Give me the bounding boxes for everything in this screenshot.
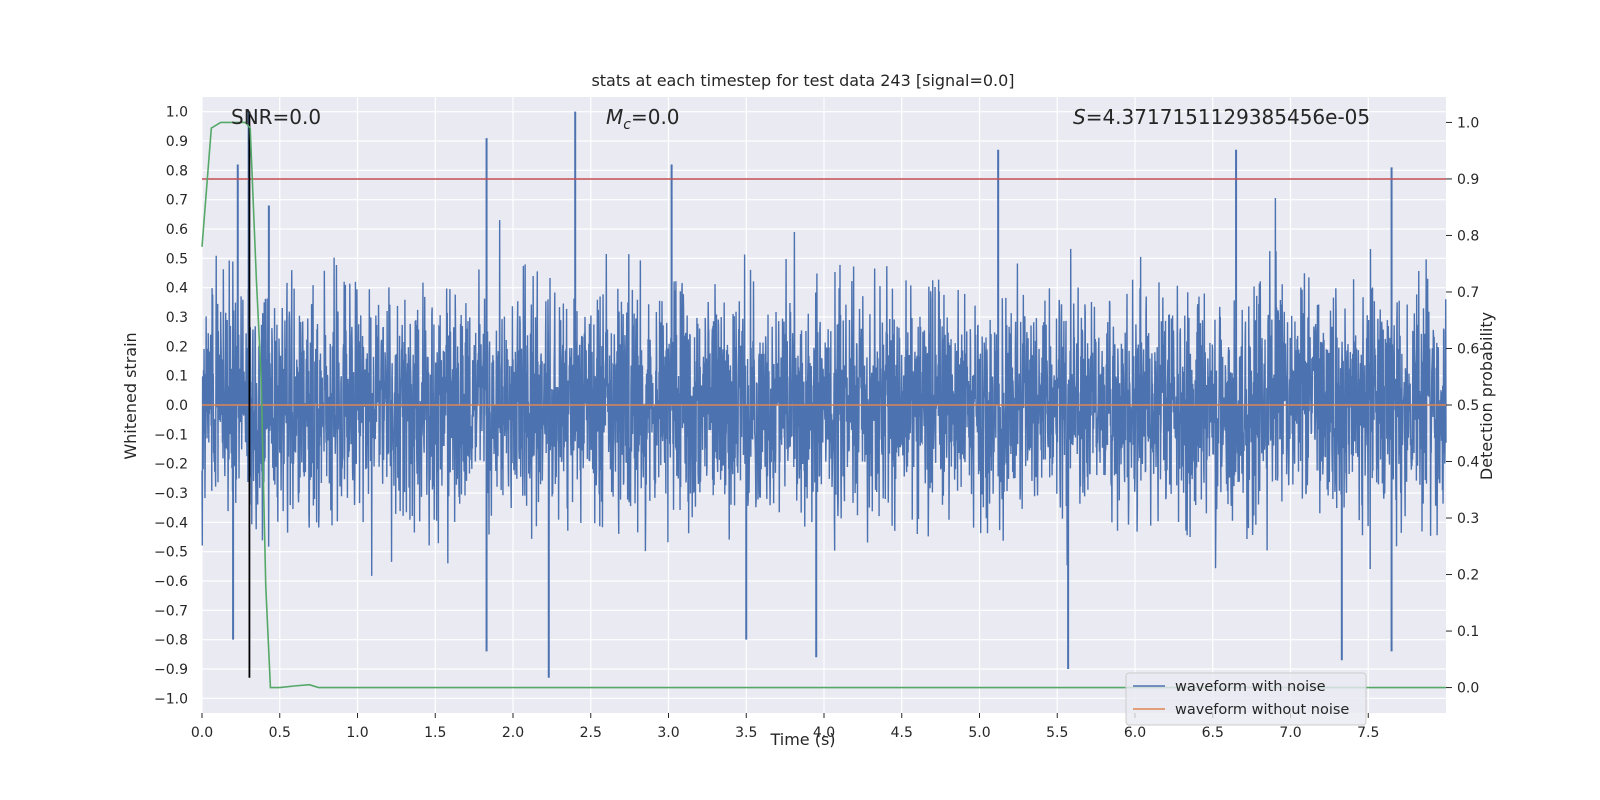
y-tick-left-label-10: 0.0: [166, 398, 188, 414]
y-tick-right-label-2: 0.2: [1457, 568, 1479, 584]
y-ticks-left: −1.0 −0.9 −0.8 −0.7 −0.6 −0.5 −0.4 −0.3 −0.2 −0.1…: [154, 105, 188, 708]
y-axis-label-left: Whitened strain: [121, 332, 140, 459]
x-tick-label-8: 4.0: [813, 725, 835, 741]
y-tick-right-label-10: 1.0: [1457, 115, 1479, 131]
x-tick-label-10: 5.0: [968, 725, 990, 741]
x-tick-label-11: 5.5: [1046, 725, 1068, 741]
mc-subscript: c: [623, 117, 631, 133]
y-tick-left-label-17: 0.7: [166, 193, 188, 209]
y-tick-left-label-15: 0.5: [166, 251, 188, 267]
legend-box: [1125, 672, 1367, 726]
y-axis-label-right: Detection probability: [1477, 312, 1496, 480]
x-tick-label-5: 2.5: [580, 725, 602, 741]
y-tick-left-label-5: −0.5: [154, 545, 188, 561]
probability-series: [201, 121, 1446, 689]
mc-symbol: M: [606, 105, 623, 129]
y-tick-right-label-5: 0.5: [1457, 398, 1479, 414]
x-ticks: 0.0 0.5 1.0 1.5 2.0 2.5 3.0 3.5 4.0 4.5 5.0 5.5 6.0 6…: [191, 713, 1379, 741]
y-tick-right-label-6: 0.6: [1457, 341, 1479, 357]
chart-title: stats at each timestep for test data 243…: [591, 71, 1014, 90]
y-tick-right-label-1: 0.1: [1457, 624, 1479, 640]
y-tick-left-label-9: −0.1: [154, 427, 188, 443]
y-tick-left-label-1: −0.9: [154, 662, 188, 678]
snr-annotation: SNR=0.0: [231, 105, 321, 129]
s-value: =4.3717151129385456e-05: [1086, 105, 1370, 129]
y-tick-right-label-8: 0.8: [1457, 228, 1479, 244]
y-ticks-right: 0.0 0.1 0.2 0.3 0.4 0.5 0.6 0.7 0.8 0.9 1.0: [1446, 115, 1479, 697]
x-tick-label-4: 2.0: [502, 725, 524, 741]
x-tick-label-12: 6.0: [1124, 725, 1146, 741]
y-tick-right-label-3: 0.3: [1457, 511, 1479, 527]
y-tick-left-label-7: −0.3: [154, 486, 188, 502]
mc-value: =0.0: [631, 105, 680, 129]
x-tick-label-13: 6.5: [1202, 725, 1224, 741]
legend-label-noise: waveform with noise: [1175, 679, 1326, 695]
y-tick-left-label-20: 1.0: [166, 105, 188, 121]
s-symbol: S: [1073, 105, 1086, 129]
s-annotation: S=4.3717151129385456e-05: [1073, 105, 1370, 129]
x-tick-label-2: 1.0: [346, 725, 368, 741]
y-tick-left-label-2: −0.8: [154, 633, 188, 649]
y-tick-left-label-4: −0.6: [154, 574, 188, 590]
mc-annotation: Mc=0.0: [606, 105, 680, 133]
y-tick-left-label-18: 0.8: [166, 163, 188, 179]
x-tick-label-15: 7.5: [1357, 725, 1379, 741]
y-tick-left-label-3: −0.7: [154, 603, 188, 619]
y-tick-left-label-8: −0.2: [154, 457, 188, 473]
y-tick-right-label-4: 0.4: [1457, 455, 1479, 471]
x-tick-label-9: 4.5: [891, 725, 913, 741]
x-tick-label-6: 3.0: [657, 725, 679, 741]
x-tick-label-0: 0.0: [191, 725, 213, 741]
y-tick-right-label-7: 0.7: [1457, 285, 1479, 301]
noise-waveform-path: [201, 197, 1447, 576]
y-tick-left-label-13: 0.3: [166, 310, 188, 326]
probability-path: [201, 121, 1446, 689]
y-tick-left-label-6: −0.4: [154, 515, 188, 531]
y-tick-left-label-14: 0.4: [166, 281, 188, 297]
x-axis-label: Time (s): [769, 730, 835, 749]
y-tick-left-label-16: 0.6: [166, 222, 188, 238]
x-tick-label-3: 1.5: [424, 725, 446, 741]
y-tick-right-label-9: 0.9: [1457, 172, 1479, 188]
legend: waveform with noise waveform without noi…: [1125, 672, 1367, 726]
y-tick-left-label-11: 0.1: [166, 369, 188, 385]
x-tick-label-7: 3.5: [735, 725, 757, 741]
y-tick-left-label-12: 0.2: [166, 339, 188, 355]
x-tick-label-14: 7.0: [1279, 725, 1301, 741]
legend-label-clean: waveform without noise: [1175, 702, 1349, 718]
y-tick-left-label-0: −1.0: [154, 691, 188, 707]
x-tick-label-1: 0.5: [269, 725, 291, 741]
y-tick-left-label-19: 0.9: [166, 134, 188, 150]
y-tick-right-label-0: 0.0: [1457, 681, 1479, 697]
